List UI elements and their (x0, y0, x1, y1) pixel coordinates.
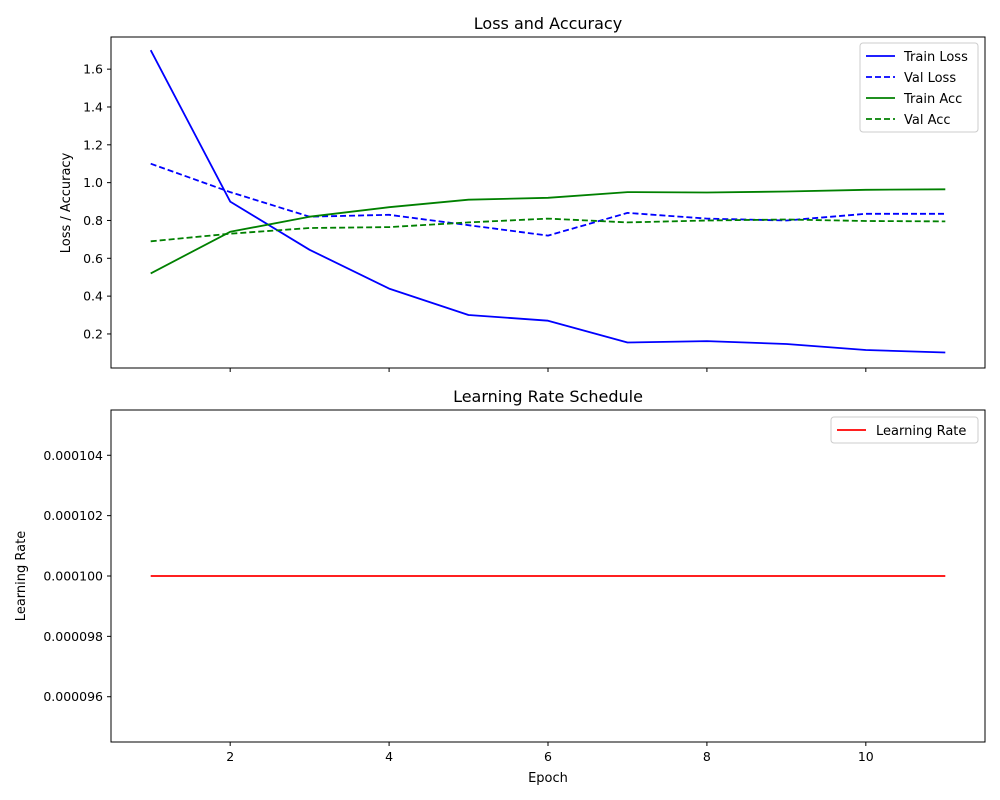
learning-rate-title: Learning Rate Schedule (453, 387, 643, 406)
loss-accuracy-title: Loss and Accuracy (474, 14, 622, 33)
learning-rate-plot-frame (110, 409, 986, 743)
learning-rate-y-axis-label: Learning Rate (14, 531, 29, 621)
loss-accuracy-ticks: 0.2 0.4 0.6 0.8 1.0 1.2 1.4 1.6 (83, 62, 867, 372)
y-tick-label: 1.0 (83, 175, 103, 190)
loss-accuracy-plot-frame (110, 36, 986, 369)
series-line-val-loss (150, 162, 946, 237)
x-tick-label: 6 (544, 749, 552, 764)
legend-box (830, 416, 979, 444)
legend-label-train-acc: Train Acc (903, 92, 962, 107)
legend-label-val-loss: Val Loss (904, 71, 956, 86)
legend-box (859, 42, 979, 133)
series-line-train-acc (150, 188, 946, 275)
legend-label-train-loss: Train Loss (903, 50, 968, 65)
y-tick-label: 1.6 (83, 62, 103, 77)
learning-rate-legend: Learning Rate (830, 416, 979, 444)
y-tick-label: 0.6 (83, 251, 103, 266)
y-tick-label: 0.000102 (43, 508, 103, 523)
series-line-val-acc (150, 217, 946, 243)
learning-rate-panel: Learning Rate Schedule Learning Rate Epo… (14, 387, 986, 786)
x-tick-label: 2 (226, 749, 234, 764)
y-tick-label: 1.2 (83, 137, 103, 152)
y-tick-label: 0.000100 (43, 569, 103, 584)
x-tick-label: 4 (385, 749, 393, 764)
y-tick-label: 0.000098 (43, 629, 103, 644)
x-tick-label: 8 (703, 749, 711, 764)
y-tick-label: 0.000096 (43, 689, 103, 704)
y-tick-label: 0.4 (83, 289, 103, 304)
series-line-train-loss (149, 49, 946, 354)
loss-accuracy-lines (149, 49, 946, 354)
learning-rate-ticks: 2 4 6 8 10 0.000096 0.000098 0.000100 0.000102 0.… (43, 448, 873, 764)
y-tick-label: 1.4 (83, 99, 103, 114)
loss-accuracy-panel: Loss and Accuracy Loss / Accuracy 0.2 0.4… (59, 14, 986, 372)
x-tick-label: 10 (858, 749, 874, 764)
legend-label-val-acc: Val Acc (904, 113, 951, 128)
epoch-x-axis-label: Epoch (528, 771, 568, 786)
y-tick-label: 0.8 (83, 213, 103, 228)
loss-accuracy-legend: Train Loss Val Loss Train Acc Val Acc (859, 42, 979, 133)
y-tick-label: 0.000104 (43, 448, 103, 463)
loss-accuracy-y-axis-label: Loss / Accuracy (59, 152, 74, 253)
legend-label-learning-rate: Learning Rate (876, 424, 966, 439)
y-tick-label: 0.2 (83, 326, 103, 341)
